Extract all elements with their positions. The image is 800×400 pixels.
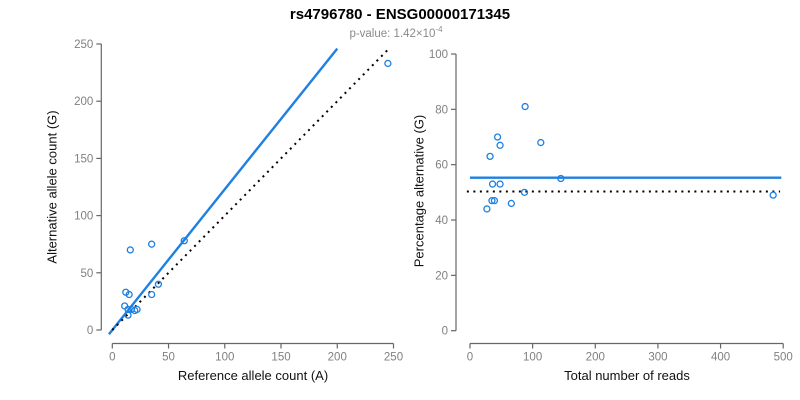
data-point-circle [493, 133, 502, 141]
x-tick-label: 0 [109, 352, 115, 364]
right-xaxis-title: Total number of reads [564, 368, 690, 383]
x-tick-label: 300 [648, 352, 667, 364]
y-tick-label: 50 [81, 268, 94, 280]
x-tick-label: 200 [586, 352, 605, 364]
x-tick-label: 400 [711, 352, 730, 364]
fit-line [107, 47, 339, 335]
data-point-circle [148, 290, 156, 299]
data-point-circle [133, 305, 141, 314]
y-tick-label: 20 [435, 270, 448, 282]
identity-line [111, 47, 390, 331]
left-xaxis-title: Reference allele count (A) [177, 368, 329, 383]
x-tick-label: 500 [774, 352, 793, 364]
x-tick-label: 0 [467, 352, 473, 364]
data-point-circle [154, 280, 163, 288]
x-tick-label: 100 [215, 352, 234, 364]
y-tick-label: 200 [74, 96, 93, 108]
data-point-circle [384, 59, 392, 68]
y-tick-label: 0 [442, 326, 448, 338]
data-point-circle [124, 311, 132, 319]
right-yaxis-title: Percentage alternative (G) [411, 114, 427, 268]
data-point-circle [557, 174, 565, 183]
left-yaxis-title: Alternative allele count (G) [44, 110, 60, 264]
data-point-circle [125, 290, 133, 299]
data-point-circle [521, 102, 529, 111]
data-point-circle [537, 138, 545, 147]
data-point-circle [496, 141, 504, 149]
y-tick-label: 0 [87, 325, 93, 337]
pvalue-text: p-value: 1.42×10 [349, 27, 436, 40]
figure-title: rs4796780 - ENSG00000171345 [289, 6, 511, 23]
data-point-circle [488, 197, 496, 205]
y-tick-label: 250 [74, 39, 93, 51]
data-point-circle [486, 152, 494, 161]
y-tick-label: 100 [74, 211, 93, 223]
data-point-circle [126, 246, 134, 254]
data-point-circle [496, 180, 504, 188]
x-tick-label: 100 [523, 352, 542, 364]
data-point-circle [769, 191, 777, 199]
x-tick-label: 250 [384, 352, 403, 364]
figure-subtitle: p-value: 1.42×10-4 [0, 25, 792, 40]
data-point-circle [488, 180, 497, 188]
data-point-circle [483, 205, 491, 213]
y-tick-label: 60 [435, 160, 448, 172]
y-tick-label: 150 [74, 153, 93, 165]
x-tick-label: 50 [162, 352, 175, 364]
data-point-circle [490, 197, 499, 205]
pvalue-exponent: -4 [435, 25, 443, 34]
y-tick-label: 80 [435, 104, 448, 116]
x-tick-label: 150 [271, 352, 290, 364]
y-tick-label: 40 [435, 215, 448, 227]
y-tick-label: 100 [429, 49, 448, 61]
data-point-circle [148, 240, 156, 248]
x-tick-label: 200 [328, 352, 347, 364]
data-point-circle [180, 237, 188, 245]
data-point-circle [507, 199, 515, 208]
data-point-circle [520, 188, 529, 197]
